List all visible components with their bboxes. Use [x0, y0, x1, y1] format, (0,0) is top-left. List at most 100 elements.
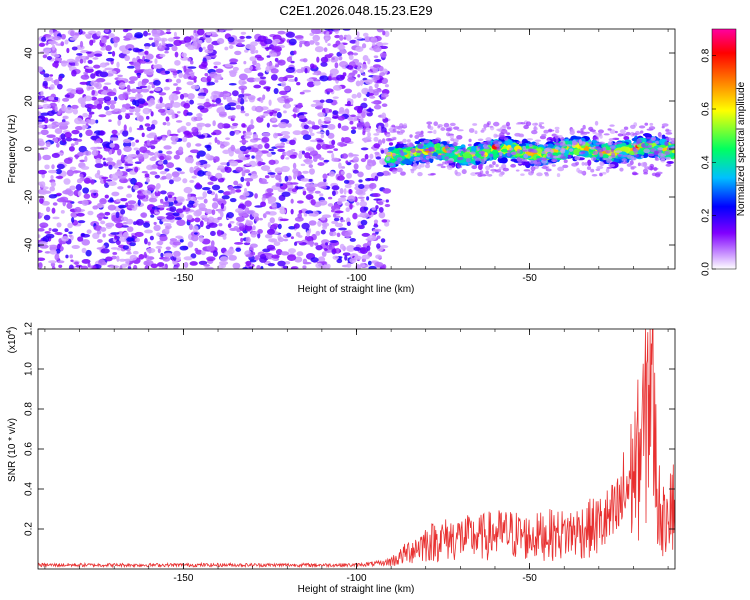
noise-cell [261, 115, 266, 119]
noise-cell [216, 229, 222, 237]
noise-cell [155, 64, 163, 69]
noise-cell [325, 98, 334, 104]
noise-cell [104, 147, 111, 152]
noise-cell [381, 89, 390, 95]
noise-cell [331, 220, 339, 225]
halo-cell [427, 130, 433, 134]
noise-cell [124, 161, 128, 165]
noise-cell [217, 216, 222, 221]
noise-cell [302, 58, 308, 63]
noise-cell [328, 53, 334, 57]
noise-cell [214, 137, 218, 144]
noise-cell [93, 225, 103, 231]
noise-cell [175, 196, 185, 203]
noise-cell [228, 254, 237, 261]
noise-cell [147, 152, 155, 156]
noise-cell [254, 49, 259, 54]
noise-cell [149, 90, 154, 94]
noise-cell [58, 264, 63, 268]
noise-cell [290, 208, 294, 215]
noise-cell [106, 161, 116, 167]
noise-cell [142, 107, 151, 115]
noise-cell [229, 58, 239, 63]
noise-cell [225, 137, 231, 140]
noise-cell [44, 231, 51, 234]
noise-cell [92, 57, 99, 60]
noise-cell [315, 244, 323, 251]
noise-cell [151, 29, 158, 35]
noise-cell [161, 136, 167, 141]
noise-cell [157, 262, 165, 268]
noise-cell [50, 41, 58, 45]
noise-cell [302, 187, 306, 192]
noise-cell [277, 30, 286, 35]
noise-cell [218, 111, 227, 118]
noise-cell [107, 33, 115, 38]
noise-cell [320, 186, 328, 189]
noise-cell [265, 65, 271, 73]
halo-cell [665, 137, 673, 142]
noise-cell [295, 231, 301, 237]
noise-cell [302, 134, 312, 141]
noise-cell [173, 36, 181, 40]
noise-cell [195, 143, 202, 147]
noise-cell [235, 130, 240, 135]
noise-cell [320, 229, 326, 235]
noise-cell [174, 217, 183, 220]
noise-cell [255, 66, 262, 71]
noise-cell [251, 155, 255, 159]
noise-cell [107, 180, 117, 186]
noise-cell [128, 126, 133, 133]
noise-cell [38, 153, 42, 161]
noise-cell [266, 122, 270, 128]
noise-cell [337, 115, 345, 121]
noise-cell [346, 100, 351, 106]
noise-cell [378, 201, 384, 206]
noise-cell [294, 76, 298, 82]
halo-cell [556, 173, 561, 178]
noise-cell [326, 31, 330, 35]
noise-cell [139, 85, 148, 89]
noise-cell [323, 47, 328, 53]
noise-cell [197, 105, 205, 110]
halo-cell [534, 165, 539, 170]
noise-cell [253, 138, 262, 141]
halo-cell [664, 141, 669, 146]
noise-cell [91, 149, 99, 156]
noise-cell [83, 193, 91, 199]
noise-cell [340, 166, 346, 169]
noise-cell [375, 156, 382, 160]
noise-cell [333, 217, 340, 222]
noise-cell [327, 43, 331, 47]
noise-cell [100, 227, 107, 232]
noise-cell [71, 46, 78, 51]
noise-cell [72, 170, 82, 174]
noise-cell [300, 66, 304, 73]
noise-cell [123, 38, 131, 41]
noise-cell [159, 170, 167, 175]
noise-cell [259, 76, 267, 80]
noise-cell [44, 86, 49, 89]
noise-cell [88, 86, 95, 90]
noise-cell [147, 85, 151, 90]
noise-cell [215, 172, 223, 179]
noise-cell [355, 39, 360, 47]
noise-cell [159, 155, 165, 161]
noise-cell [52, 44, 56, 51]
noise-cell [259, 181, 269, 185]
noise-cell [345, 207, 350, 213]
noise-cell [227, 99, 237, 104]
noise-cell [189, 166, 194, 174]
noise-cell [271, 254, 280, 259]
halo-cell [496, 146, 501, 151]
noise-cell [76, 212, 85, 217]
noise-cell [233, 225, 239, 231]
noise-cell [151, 84, 156, 89]
noise-cell [149, 97, 155, 104]
noise-cell [219, 29, 225, 33]
noise-cell [343, 36, 347, 40]
noise-cell [158, 150, 163, 154]
noise-cell [287, 175, 292, 181]
halo-cell [599, 161, 605, 166]
noise-cell [49, 186, 56, 192]
